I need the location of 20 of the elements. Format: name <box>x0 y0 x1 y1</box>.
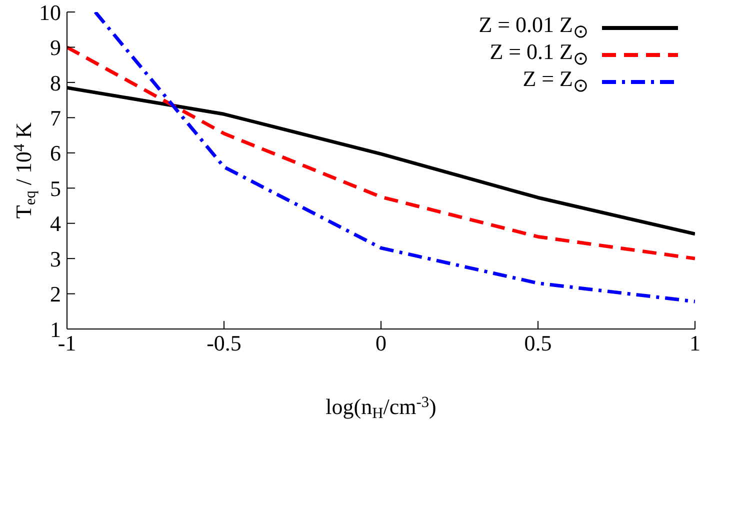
x-axis-title: log(n$_{H}$/cm$^{-3}$) <box>326 394 436 422</box>
legend-label: Z = 0.1 Z$_{⊙}$ <box>490 39 588 69</box>
y-tick-label: 3 <box>50 246 61 272</box>
x-tick-label: 0 <box>376 330 386 356</box>
y-tick-label: 2 <box>50 282 61 307</box>
y-tick-label: 5 <box>50 176 61 201</box>
y-tick-label: 4 <box>50 211 61 236</box>
x-tick-label: -1 <box>58 330 76 356</box>
y-tick-label: 7 <box>50 105 61 130</box>
y-tick-label: 6 <box>50 140 61 166</box>
y-tick-label: 9 <box>50 35 61 60</box>
x-tick-label: -0.5 <box>206 330 242 356</box>
x-tick-label: 1 <box>690 330 700 356</box>
x-tick-label: 0.5 <box>524 330 552 356</box>
legend-label: Z = 0.01 Z$_{⊙}$ <box>478 12 588 42</box>
line-series <box>94 12 695 304</box>
legend-label: Z = Z$_{⊙}$ <box>522 66 588 97</box>
line-series <box>67 45 695 260</box>
y-tick-label: 8 <box>50 70 61 96</box>
y-tick-label: 10 <box>39 0 61 25</box>
